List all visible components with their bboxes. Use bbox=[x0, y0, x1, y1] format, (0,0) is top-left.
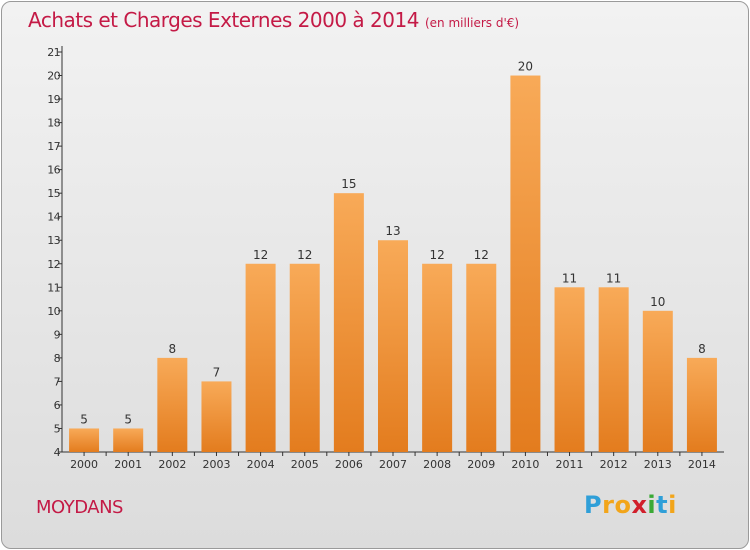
chart-subtitle: (en milliers d'€) bbox=[424, 16, 520, 30]
bar-2010 bbox=[510, 75, 541, 452]
y-tick-label: 18 bbox=[47, 117, 60, 130]
y-tick-label: 21 bbox=[47, 46, 60, 59]
x-tick-label: 2000 bbox=[70, 458, 98, 471]
x-tick-label: 2007 bbox=[379, 458, 407, 471]
y-tick-label: 14 bbox=[47, 211, 60, 224]
x-tick-label: 2003 bbox=[202, 458, 230, 471]
commune-name: MOYDANS bbox=[36, 497, 123, 518]
bar-value-label: 12 bbox=[429, 248, 444, 262]
bar-value-label: 20 bbox=[518, 60, 533, 74]
bar-value-label: 12 bbox=[253, 248, 268, 262]
bar-value-label: 8 bbox=[169, 342, 177, 356]
x-tick-label: 2014 bbox=[688, 458, 716, 471]
y-tick-label: 20 bbox=[47, 70, 60, 83]
y-tick-label: 5 bbox=[54, 422, 61, 435]
y-tick-label: 11 bbox=[47, 281, 60, 294]
y-tick-label: 17 bbox=[47, 140, 60, 153]
bar-value-label: 12 bbox=[474, 248, 489, 262]
bar-value-label: 10 bbox=[650, 295, 665, 309]
y-tick-label: 15 bbox=[47, 187, 60, 200]
y-tick-label: 13 bbox=[47, 234, 60, 247]
y-tick-label: 19 bbox=[47, 93, 60, 106]
bar-2014 bbox=[686, 357, 717, 452]
x-tick-label: 2008 bbox=[423, 458, 451, 471]
chart-title: Achats et Charges Externes 2000 à 2014 (e… bbox=[28, 8, 519, 32]
logo-letter: o bbox=[614, 491, 632, 519]
y-tick-label: 8 bbox=[54, 352, 61, 365]
logo-letter: t bbox=[656, 491, 669, 519]
y-tick-label: 4 bbox=[54, 446, 61, 459]
bar-2009 bbox=[466, 263, 497, 452]
y-tick-label: 12 bbox=[47, 258, 60, 271]
bar-2008 bbox=[422, 263, 453, 452]
x-tick-label: 2002 bbox=[158, 458, 186, 471]
bar-2000 bbox=[69, 428, 100, 452]
bar-2011 bbox=[554, 287, 585, 452]
bar-2006 bbox=[333, 193, 364, 453]
bar-2012 bbox=[598, 287, 629, 452]
logo-letter: i bbox=[647, 491, 657, 519]
x-tick-label: 2005 bbox=[291, 458, 319, 471]
bar-2007 bbox=[378, 240, 408, 452]
x-tick-label: 2001 bbox=[114, 458, 142, 471]
chart-labels: 2000 5 2001 5 2002 8 2003 7 2004 12 2005 12 2006 15 20… bbox=[70, 60, 716, 471]
x-tick-label: 2013 bbox=[644, 458, 672, 471]
chart-bars bbox=[69, 75, 717, 453]
logo-letter: r bbox=[602, 491, 615, 519]
logo-letter: i bbox=[668, 491, 677, 519]
bar-2004 bbox=[245, 263, 276, 452]
bar-value-label: 11 bbox=[606, 271, 621, 285]
bar-value-label: 15 bbox=[341, 177, 356, 191]
logo-letter: P bbox=[584, 491, 603, 519]
x-tick-label: 2009 bbox=[467, 458, 495, 471]
y-tick-label: 16 bbox=[47, 164, 60, 177]
bar-value-label: 5 bbox=[124, 412, 132, 426]
logo-letter: x bbox=[631, 491, 648, 519]
bar-2003 bbox=[201, 381, 232, 452]
y-tick-label: 6 bbox=[54, 399, 61, 412]
chart-title-text: Achats et Charges Externes 2000 à 2014 bbox=[28, 8, 419, 32]
x-tick-label: 2011 bbox=[556, 458, 584, 471]
y-tick-label: 10 bbox=[47, 305, 60, 318]
bar-value-label: 8 bbox=[698, 342, 706, 356]
x-tick-label: 2006 bbox=[335, 458, 363, 471]
bar-2002 bbox=[157, 357, 188, 452]
bar-value-label: 12 bbox=[297, 248, 312, 262]
bar-value-label: 13 bbox=[385, 224, 400, 238]
x-tick-label: 2012 bbox=[600, 458, 628, 471]
bar-2005 bbox=[289, 263, 320, 452]
y-tick-label: 7 bbox=[54, 375, 61, 388]
bar-value-label: 11 bbox=[562, 271, 577, 285]
bar-value-label: 7 bbox=[213, 365, 221, 379]
proxiti-logo[interactable]: Proxiti bbox=[584, 491, 677, 519]
y-tick-label: 9 bbox=[54, 328, 61, 341]
x-tick-label: 2010 bbox=[511, 458, 539, 471]
bar-value-label: 5 bbox=[80, 412, 88, 426]
x-tick-label: 2004 bbox=[247, 458, 275, 471]
bar-2013 bbox=[642, 310, 673, 452]
bar-2001 bbox=[113, 428, 144, 452]
